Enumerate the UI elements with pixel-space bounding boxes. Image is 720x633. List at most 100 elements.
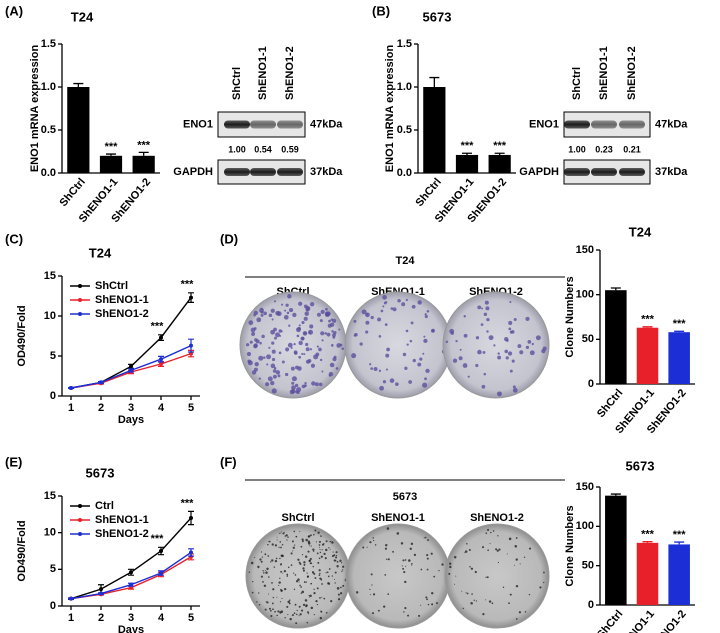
colony xyxy=(365,320,370,325)
error-bar xyxy=(429,76,440,87)
colony xyxy=(419,357,423,361)
colony xyxy=(310,534,312,536)
colony xyxy=(309,557,312,561)
y-tick-label: 0.0 xyxy=(397,167,412,179)
quant-label: 0.23 xyxy=(595,144,613,154)
colony xyxy=(299,613,302,616)
colony xyxy=(286,311,290,315)
colony xyxy=(427,539,429,541)
colony xyxy=(328,319,331,323)
colony xyxy=(496,549,499,552)
marker xyxy=(129,582,133,587)
colony xyxy=(280,546,282,549)
colony xyxy=(286,573,289,576)
colony xyxy=(374,544,377,546)
colony xyxy=(334,578,335,580)
colony xyxy=(474,570,477,574)
colony xyxy=(485,306,490,311)
colony xyxy=(370,367,374,370)
error-bar xyxy=(610,493,621,496)
colony xyxy=(306,621,309,624)
colony xyxy=(266,567,269,571)
colony xyxy=(258,355,264,361)
y-tick-label: 15 xyxy=(44,490,56,502)
colony xyxy=(382,305,385,308)
quant-label: 1.00 xyxy=(568,144,586,154)
legend-label: ShENO1-2 xyxy=(95,308,149,320)
colony xyxy=(497,561,499,564)
colony xyxy=(359,342,363,346)
colony xyxy=(509,301,512,304)
colony xyxy=(320,309,325,315)
row-label: GAPDH xyxy=(173,166,213,178)
colony xyxy=(318,382,323,387)
blot-band xyxy=(224,120,250,129)
colony xyxy=(333,355,337,359)
colony xyxy=(288,599,291,601)
colony xyxy=(286,575,289,577)
colony xyxy=(309,324,314,329)
colony xyxy=(320,555,323,558)
colony xyxy=(271,543,274,546)
colony xyxy=(517,344,522,349)
colony xyxy=(291,540,294,543)
colony xyxy=(323,552,326,555)
colony xyxy=(424,313,427,316)
colony xyxy=(371,612,375,615)
colony xyxy=(539,586,542,589)
colony xyxy=(318,569,321,572)
colony xyxy=(292,312,297,318)
bar xyxy=(488,154,511,173)
colony xyxy=(465,592,467,594)
colony xyxy=(304,384,307,388)
colony xyxy=(324,332,327,335)
colony xyxy=(331,575,334,577)
colony xyxy=(486,317,490,322)
colony xyxy=(303,331,307,335)
colony xyxy=(280,531,282,533)
significance: *** xyxy=(151,533,165,545)
y-tick-label: 1.5 xyxy=(41,38,56,50)
colony xyxy=(305,306,311,311)
colony xyxy=(505,356,509,360)
colony xyxy=(527,340,532,344)
colony xyxy=(294,383,299,388)
marker xyxy=(159,571,163,575)
colony xyxy=(278,581,281,584)
colony xyxy=(504,349,509,354)
colony xyxy=(329,362,335,368)
colony xyxy=(284,536,286,538)
colony xyxy=(278,351,282,355)
marker xyxy=(159,357,163,362)
colony xyxy=(305,605,308,608)
colony xyxy=(293,612,296,615)
colony xyxy=(263,584,267,588)
chart-title: T24 xyxy=(71,9,94,24)
colony xyxy=(425,368,430,374)
colony xyxy=(410,321,414,325)
colony xyxy=(252,580,254,583)
colony xyxy=(509,369,513,373)
colony xyxy=(289,617,292,621)
colony xyxy=(404,606,407,610)
blot-band xyxy=(591,168,617,176)
colony xyxy=(324,311,330,318)
colony xyxy=(332,551,334,553)
colony xyxy=(473,599,475,601)
marker xyxy=(99,591,103,596)
y-tick-label: 1.0 xyxy=(397,81,412,93)
error-bar xyxy=(642,326,653,328)
colony xyxy=(337,593,340,596)
colony xyxy=(270,308,275,313)
colony xyxy=(309,545,311,547)
colony xyxy=(452,358,458,363)
x-tick-label: 5 xyxy=(188,612,194,624)
colony xyxy=(486,330,489,333)
legend-marker xyxy=(78,532,82,536)
colony xyxy=(485,576,487,578)
colony xyxy=(483,312,488,317)
colony xyxy=(303,353,306,356)
colony xyxy=(285,534,288,537)
colony xyxy=(314,577,317,579)
x-tick-label: 5 xyxy=(188,402,194,414)
